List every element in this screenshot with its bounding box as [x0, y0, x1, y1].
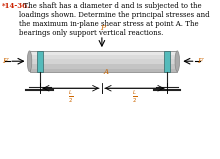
Text: $\frac{L}{2}$: $\frac{L}{2}$: [132, 89, 137, 105]
Bar: [29, 59, 177, 64]
Ellipse shape: [27, 51, 32, 72]
Text: A: A: [103, 68, 108, 76]
Text: F: F: [2, 57, 8, 65]
Bar: [29, 55, 177, 59]
Text: P: P: [100, 24, 105, 32]
Bar: [29, 69, 177, 72]
Bar: [29, 52, 177, 55]
Ellipse shape: [175, 51, 180, 72]
Bar: [29, 64, 177, 69]
Text: The shaft has a diameter d and is subjected to the loadings shown. Determine the: The shaft has a diameter d and is subjec…: [19, 2, 210, 37]
Text: $\frac{L}{2}$: $\frac{L}{2}$: [68, 89, 74, 105]
Bar: [37, 51, 43, 72]
Bar: [29, 51, 177, 72]
Bar: [29, 51, 177, 52]
Text: F: F: [197, 57, 202, 65]
Text: *14-36.: *14-36.: [2, 2, 31, 10]
Bar: [164, 51, 170, 72]
